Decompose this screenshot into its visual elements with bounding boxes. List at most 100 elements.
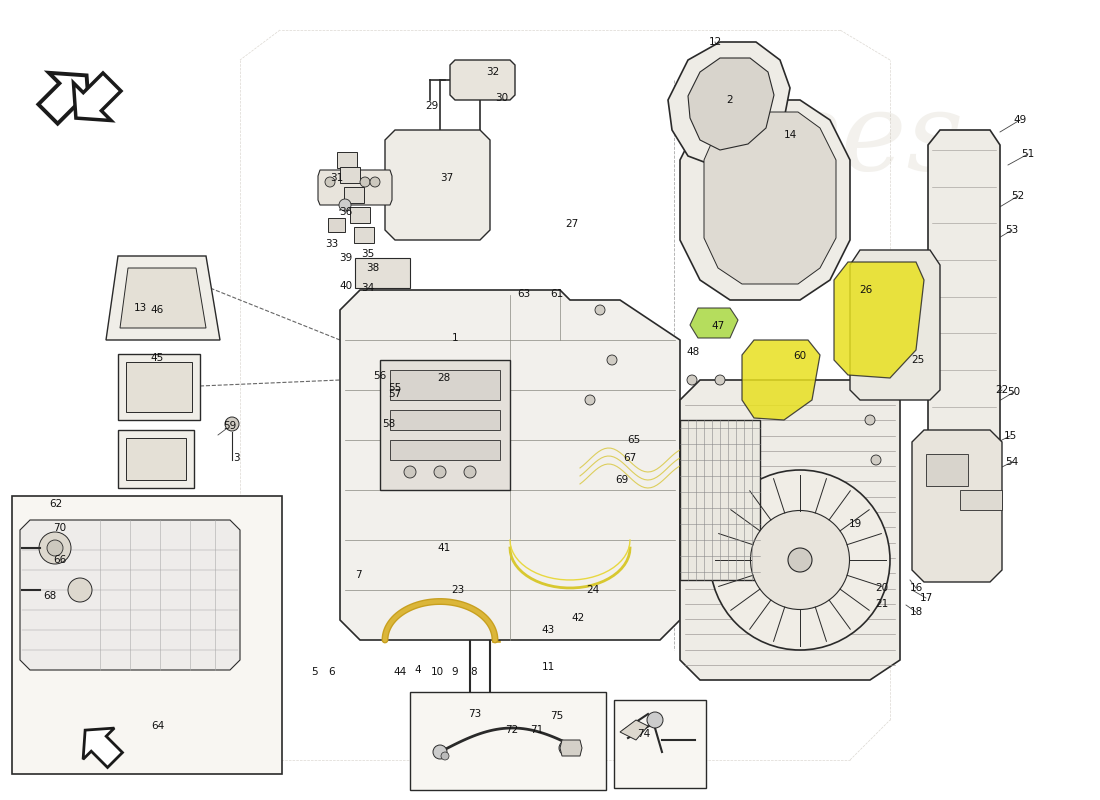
Text: 55: 55 xyxy=(388,383,401,393)
Circle shape xyxy=(607,355,617,365)
Text: 28: 28 xyxy=(438,373,451,383)
Text: 33: 33 xyxy=(326,239,339,249)
Polygon shape xyxy=(680,100,850,300)
Circle shape xyxy=(788,548,812,572)
Text: 35: 35 xyxy=(362,249,375,259)
Text: 48: 48 xyxy=(686,347,700,357)
Polygon shape xyxy=(328,218,345,232)
Text: 24: 24 xyxy=(586,585,600,595)
Polygon shape xyxy=(106,256,220,340)
Polygon shape xyxy=(340,167,360,183)
Circle shape xyxy=(404,466,416,478)
Polygon shape xyxy=(74,73,121,121)
Text: 43: 43 xyxy=(541,625,554,635)
Polygon shape xyxy=(126,438,186,480)
Polygon shape xyxy=(355,258,410,288)
Text: 62: 62 xyxy=(50,499,63,509)
Polygon shape xyxy=(620,720,648,740)
Circle shape xyxy=(39,532,72,564)
Circle shape xyxy=(441,752,449,760)
Circle shape xyxy=(647,712,663,728)
Text: 59: 59 xyxy=(223,421,236,431)
Text: 42: 42 xyxy=(571,613,584,623)
Text: 61: 61 xyxy=(550,289,563,299)
Text: 27: 27 xyxy=(565,219,579,229)
Circle shape xyxy=(339,199,351,211)
Text: 10: 10 xyxy=(430,667,443,677)
Text: 53: 53 xyxy=(1005,225,1019,235)
Circle shape xyxy=(68,578,92,602)
Circle shape xyxy=(434,466,446,478)
Polygon shape xyxy=(390,440,501,460)
Polygon shape xyxy=(350,207,370,223)
Text: 70: 70 xyxy=(54,523,67,533)
Circle shape xyxy=(710,470,890,650)
Text: 14: 14 xyxy=(783,130,796,140)
Text: 72: 72 xyxy=(505,725,518,735)
Circle shape xyxy=(750,510,849,610)
Text: 34: 34 xyxy=(362,283,375,293)
Circle shape xyxy=(360,177,370,187)
Polygon shape xyxy=(118,354,200,420)
Circle shape xyxy=(871,455,881,465)
Polygon shape xyxy=(680,380,900,680)
Text: 44: 44 xyxy=(394,667,407,677)
Polygon shape xyxy=(340,290,680,640)
Text: 2: 2 xyxy=(727,95,734,105)
Circle shape xyxy=(559,741,573,755)
Polygon shape xyxy=(614,700,706,788)
Text: 45: 45 xyxy=(151,353,164,363)
Text: 49: 49 xyxy=(1013,115,1026,125)
Polygon shape xyxy=(410,692,606,790)
Polygon shape xyxy=(354,227,374,243)
Text: a part
diagram: a part diagram xyxy=(383,485,576,575)
Text: 64: 64 xyxy=(152,721,165,731)
Text: ees: ees xyxy=(776,86,965,194)
Polygon shape xyxy=(960,490,1002,510)
Text: 26: 26 xyxy=(859,285,872,295)
Polygon shape xyxy=(120,268,206,328)
Polygon shape xyxy=(20,520,240,670)
Polygon shape xyxy=(668,42,790,168)
Polygon shape xyxy=(688,58,774,150)
Text: 65: 65 xyxy=(627,435,640,445)
Polygon shape xyxy=(39,73,89,124)
Text: 4: 4 xyxy=(415,665,421,675)
Text: 7: 7 xyxy=(354,570,361,580)
Polygon shape xyxy=(742,340,820,420)
Text: 66: 66 xyxy=(54,555,67,565)
Polygon shape xyxy=(84,728,122,767)
Polygon shape xyxy=(390,410,501,430)
Text: 5: 5 xyxy=(311,667,318,677)
Polygon shape xyxy=(704,112,836,284)
Text: 52: 52 xyxy=(1011,191,1024,201)
Polygon shape xyxy=(385,130,490,240)
Text: 57: 57 xyxy=(388,389,401,399)
Polygon shape xyxy=(680,420,760,580)
Text: 11: 11 xyxy=(541,662,554,672)
Polygon shape xyxy=(118,430,194,488)
Text: 23: 23 xyxy=(451,585,464,595)
Polygon shape xyxy=(560,740,582,756)
Text: 71: 71 xyxy=(530,725,543,735)
Polygon shape xyxy=(690,308,738,338)
Text: 58: 58 xyxy=(383,419,396,429)
Text: 51: 51 xyxy=(1022,149,1035,159)
Text: 31: 31 xyxy=(330,173,343,183)
Text: 36: 36 xyxy=(340,207,353,217)
Text: 8: 8 xyxy=(471,667,477,677)
Text: 22: 22 xyxy=(996,385,1009,395)
Polygon shape xyxy=(450,60,515,100)
Text: 16: 16 xyxy=(910,583,923,593)
Text: 41: 41 xyxy=(438,543,451,553)
Text: 75: 75 xyxy=(550,711,563,721)
Circle shape xyxy=(324,177,336,187)
Text: 25: 25 xyxy=(912,355,925,365)
Polygon shape xyxy=(850,250,940,400)
Circle shape xyxy=(595,305,605,315)
Circle shape xyxy=(370,177,379,187)
Text: 54: 54 xyxy=(1005,457,1019,467)
Text: 17: 17 xyxy=(920,593,933,603)
Polygon shape xyxy=(926,454,968,486)
Polygon shape xyxy=(337,152,358,168)
